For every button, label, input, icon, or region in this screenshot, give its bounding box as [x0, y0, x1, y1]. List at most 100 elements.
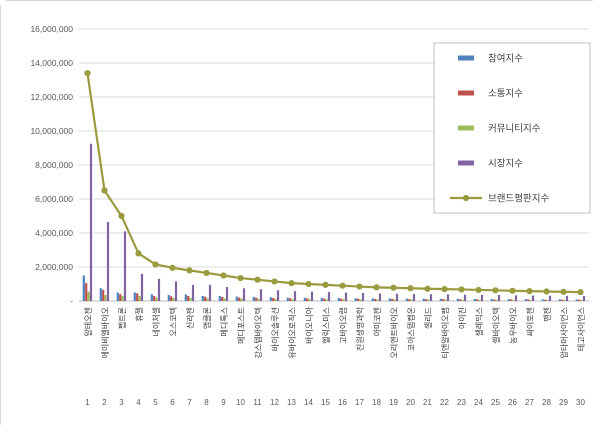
category-label: 에이비엘바이오 — [100, 307, 110, 359]
category-label: 유바이오로직스 — [287, 307, 297, 359]
bar-소통지수 — [221, 296, 224, 301]
bar-소통지수 — [204, 296, 207, 301]
bar-커뮤니티지수 — [342, 299, 345, 301]
rank-label: 25 — [491, 398, 500, 407]
bar-커뮤니티지수 — [359, 299, 362, 301]
rank-label: 30 — [576, 398, 585, 407]
bar-시장지수 — [106, 221, 110, 301]
bar-소통지수 — [425, 299, 428, 301]
category-label: 휴젤 — [134, 307, 144, 322]
category-label: 오스코텍 — [168, 307, 178, 336]
bar-소통지수 — [527, 299, 530, 301]
bar-소통지수 — [119, 294, 122, 301]
bar-소통지수 — [340, 298, 343, 301]
category-label: 헬릭스미스 — [321, 307, 331, 344]
bar-참여지수 — [541, 299, 544, 301]
bar-커뮤니티지수 — [104, 295, 107, 301]
bar-시장지수 — [191, 284, 195, 301]
bar-소통지수 — [323, 298, 326, 301]
bar-커뮤니티지수 — [257, 298, 260, 301]
bar-참여지수 — [133, 292, 136, 301]
category-label: 아이진 — [457, 307, 467, 329]
bar-소통지수 — [561, 299, 564, 301]
bar-소통지수 — [357, 298, 360, 301]
legend-swatch-시장지수 — [458, 160, 474, 166]
legend-label: 커뮤니티지수 — [488, 124, 541, 135]
bar-시장지수 — [361, 293, 365, 301]
category-label: 알테오젠 — [83, 307, 93, 336]
bar-참여지수 — [422, 298, 425, 301]
category-label: 압타머사이언스 — [559, 307, 569, 359]
line-marker — [84, 70, 91, 77]
rank-label: 18 — [372, 398, 381, 407]
bar-시장지수 — [565, 295, 569, 301]
bar-시장지수 — [174, 281, 178, 301]
bar-시장지수 — [123, 231, 127, 301]
bar-소통지수 — [170, 296, 173, 301]
bar-참여지수 — [456, 298, 459, 301]
brand-reputation-chart: - 2,000,000 4,000,000 6,000,000 8,000,000 10,… — [0, 0, 598, 430]
bar-소통지수 — [238, 297, 241, 301]
rank-label: 10 — [236, 398, 245, 407]
bar-참여지수 — [405, 298, 408, 301]
legend-entry-커뮤니티지수: 커뮤니티지수 — [458, 124, 541, 135]
bar-커뮤니티지수 — [478, 299, 481, 301]
bar-소통지수 — [459, 299, 462, 301]
category-label: 셀바이오텍 — [491, 307, 501, 344]
category-label: 앱클론 — [203, 307, 212, 329]
legend-swatch-커뮤니티지수 — [458, 125, 474, 131]
category-label: 펩트론 — [117, 307, 127, 329]
category-label: 테고사이언스 — [576, 307, 586, 351]
rank-label: 20 — [406, 398, 415, 407]
bar-시장지수 — [548, 295, 552, 301]
rank-label: 26 — [508, 398, 517, 407]
rank-label: 22 — [440, 398, 449, 407]
line-marker — [441, 286, 448, 293]
category-label: 아미코젠 — [372, 307, 382, 336]
bar-소통지수 — [493, 299, 496, 301]
line-marker — [288, 280, 295, 287]
bar-소통지수 — [442, 299, 445, 301]
ytick-label: 8,000,000 — [35, 160, 73, 170]
bar-커뮤니티지수 — [121, 295, 124, 301]
ytick-label: 6,000,000 — [35, 194, 73, 204]
bar-소통지수 — [85, 283, 88, 301]
bar-참여지수 — [558, 299, 561, 301]
bar-참여지수 — [371, 298, 374, 301]
bar-참여지수 — [99, 288, 102, 301]
ytick-label: 2,000,000 — [35, 262, 73, 272]
line-marker — [203, 269, 210, 277]
ytick-label: 12,000,000 — [30, 92, 73, 102]
rank-label: 21 — [423, 398, 432, 407]
bar-참여지수 — [218, 295, 221, 301]
bar-시장지수 — [89, 143, 93, 301]
bar-커뮤니티지수 — [172, 297, 175, 301]
bar-참여지수 — [524, 299, 527, 301]
legend-entry-참여지수: 참여지수 — [458, 53, 523, 65]
rank-label: 27 — [525, 398, 534, 407]
category-label: 신라젠 — [186, 307, 195, 329]
category-label: 코아스템켐온 — [406, 307, 416, 351]
line-marker — [322, 281, 329, 288]
bar-참여지수 — [184, 294, 187, 301]
line-marker — [220, 272, 227, 279]
category-label: 바이오니아 — [304, 306, 314, 343]
bar-참여지수 — [388, 298, 391, 301]
rank-label: 24 — [474, 398, 483, 407]
bar-시장지수 — [463, 294, 467, 301]
bar-참여지수 — [116, 292, 119, 301]
rank-label: 23 — [457, 398, 466, 407]
line-marker — [424, 285, 431, 292]
bar-소통지수 — [578, 299, 581, 301]
line-marker — [169, 264, 176, 271]
rank-label: 29 — [559, 398, 568, 407]
category-label: 셀레믹스 — [474, 307, 484, 336]
bar-시장지수 — [276, 290, 280, 301]
bar-커뮤니티지수 — [155, 297, 158, 301]
category-label: 농우바이오 — [508, 307, 518, 344]
bar-시장지수 — [225, 287, 229, 301]
bar-소통지수 — [374, 298, 377, 301]
bar-시장지수 — [446, 294, 450, 301]
bar-참여지수 — [354, 298, 357, 301]
